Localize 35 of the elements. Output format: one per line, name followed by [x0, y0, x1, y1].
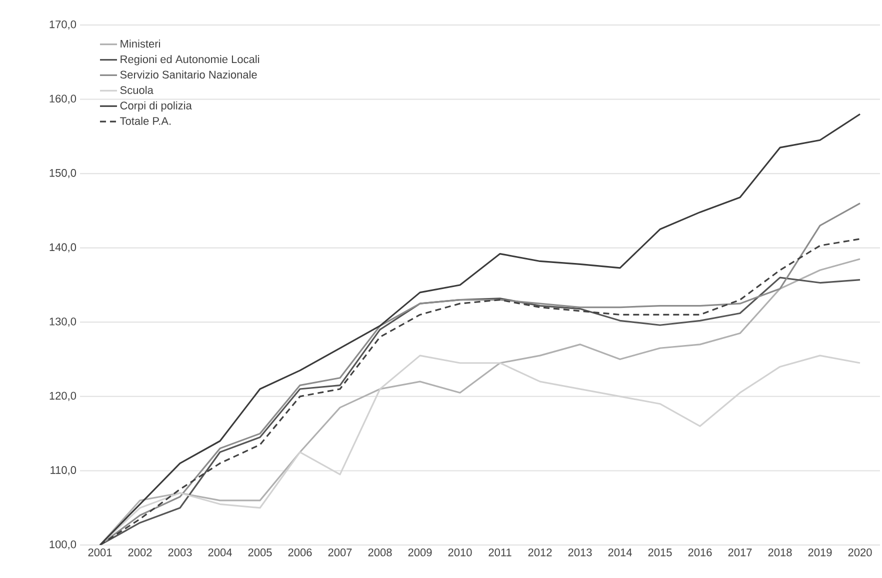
- legend-label: Scuola: [120, 86, 154, 94]
- y-tick-label: 120,0: [50, 392, 76, 401]
- x-tick-label: 2008: [368, 548, 392, 556]
- x-tick-label: 2016: [688, 548, 712, 556]
- x-tick-label: 2009: [408, 548, 432, 556]
- legend-label: Ministeri: [120, 40, 160, 48]
- y-tick-label: 130,0: [50, 318, 76, 327]
- x-tick-label: 2013: [568, 548, 592, 556]
- y-tick-label: 160,0: [50, 94, 76, 104]
- x-tick-label: 2017: [728, 548, 752, 556]
- y-tick-label: 100,0: [50, 540, 76, 550]
- x-tick-label: 2003: [168, 548, 192, 556]
- x-tick-label: 2006: [288, 548, 312, 556]
- x-tick-label: 2001: [88, 548, 112, 556]
- line-series: [99, 113, 861, 545]
- x-tick-label: 2019: [808, 548, 832, 556]
- y-tick-label: 170,0: [50, 20, 76, 30]
- x-tick-label: 2014: [608, 548, 632, 556]
- y-tick-label: 140,0: [50, 243, 76, 252]
- x-tick-label: 2002: [128, 548, 152, 556]
- x-tick-label: 2015: [648, 548, 672, 556]
- x-tick-label: 2012: [528, 548, 552, 556]
- x-tick-label: 2011: [488, 548, 512, 556]
- legend-label: Servizio Sanitario Nazionale: [120, 70, 257, 79]
- x-tick-label: 2004: [208, 548, 232, 556]
- legend-label: Totale P.A.: [120, 116, 171, 125]
- x-tick-label: 2005: [248, 548, 272, 556]
- x-tick-label: 2007: [328, 548, 352, 556]
- x-tick-label: 2018: [768, 548, 792, 556]
- legend-label: Corpi di polizia: [120, 101, 192, 112]
- legend-label: Regioni ed Autonomie Locali: [120, 55, 260, 66]
- x-tick-label: 2020: [848, 548, 872, 556]
- y-tick-label: 110,0: [50, 466, 76, 476]
- y-tick-label: 150,0: [50, 169, 76, 178]
- x-tick-label: 2010: [448, 548, 472, 556]
